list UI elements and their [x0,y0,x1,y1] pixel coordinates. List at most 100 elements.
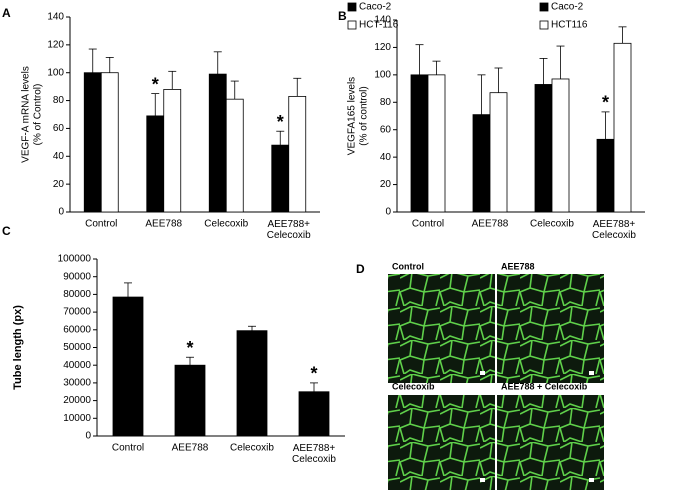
y-tick-label: 20 [53,179,65,190]
y-axis-label: VEGFA165 levels [347,77,358,155]
legend-label: Caco-2 [551,2,584,13]
error-bar [293,77,302,97]
y-tick-label: 40 [53,151,65,162]
micrograph [388,395,495,490]
error-bar [124,282,132,298]
x-tick-label: AEE788 [145,219,182,230]
significance-star: * [186,338,193,358]
bar [298,391,330,437]
bar [613,42,632,213]
error-bar [494,67,503,93]
x-tick-label: Celecoxib [530,219,574,230]
bar [83,72,102,213]
y-tick-label: 80000 [63,289,91,300]
error-bar [105,56,114,73]
x-tick-label: Celecoxib [230,443,274,454]
bar [208,73,227,213]
image-label: AEE788 + Celecoxib [501,381,588,391]
bar [225,98,244,213]
error-bar [230,80,239,100]
image-label: Control [392,261,424,271]
y-tick-label: 140 [47,12,64,23]
x-tick-label: AEE788+ Celecoxib [292,443,336,465]
x-tick-label: Control [85,219,117,230]
bar [489,92,508,213]
bar [163,89,182,213]
y-tick-label: 80 [380,97,392,108]
significance-star: * [310,364,317,384]
bar [100,72,119,213]
bar [174,364,206,437]
scale-bar [480,478,485,482]
error-bar [310,382,318,392]
legend-swatch [347,2,357,12]
legend-swatch [539,2,549,12]
y-tick-label: 0 [85,431,91,442]
y-tick-label: 100 [374,69,391,80]
y-tick-label: 20 [380,179,392,190]
bar [596,138,615,213]
legend-label: Caco-2 [359,2,392,13]
bar [472,114,491,213]
y-tick-label: 120 [47,39,64,50]
bar [146,115,165,213]
scale-bar [589,371,594,375]
y-tick-label: 10000 [63,413,91,424]
bar [427,74,446,213]
y-axis-label: Tube length (px) [12,305,24,390]
y-tick-label: 50000 [63,342,91,353]
panel-label: D [356,262,365,276]
y-tick-label: 120 [374,42,391,53]
y-tick-label: 40 [380,152,392,163]
error-bar [556,45,565,79]
y-axis-label: VEGF-A mRNA levels [21,66,32,163]
legend-swatch [347,20,357,30]
error-bar [415,44,424,75]
y-tick-label: 30000 [63,378,91,389]
panel-label: C [2,224,11,238]
error-bar [601,111,610,140]
y-tick-label: 60 [380,124,392,135]
significance-star: * [152,74,159,94]
y-tick-label: 80 [53,95,65,106]
error-bar [88,48,97,73]
panel-label: B [338,9,347,23]
significance-star: * [277,112,284,132]
x-tick-label: Control [412,219,444,230]
significance-star: * [602,93,609,113]
error-bar [618,26,627,44]
bar [551,78,570,213]
bar [271,144,290,213]
y-tick-label: 60000 [63,324,91,335]
x-tick-label: AEE788+ Celecoxib [592,219,636,241]
bar [410,74,429,213]
y-tick-label: 60 [53,123,65,134]
x-tick-label: AEE788 [172,443,209,454]
y-axis-label: (% of Control) [33,84,44,146]
y-tick-label: 100000 [58,254,92,265]
image-label: Celecoxib [392,381,435,391]
bar [288,95,307,213]
y-tick-label: 0 [385,207,391,218]
x-tick-label: Celecoxib [204,219,248,230]
legend-swatch [539,20,549,30]
error-bar [186,356,194,366]
y-tick-label: 20000 [63,395,91,406]
error-bar [213,51,222,75]
micrograph [497,395,604,490]
y-tick-label: 0 [58,207,64,218]
x-tick-label: AEE788 [472,219,509,230]
y-tick-label: 140 [374,15,391,26]
error-bar [276,130,285,146]
error-bar [168,70,177,90]
error-bar [432,60,441,75]
x-tick-label: AEE788+ Celecoxib [267,219,311,241]
scale-bar [589,478,594,482]
micrograph [388,274,495,383]
micrograph [497,274,604,383]
error-bar [539,58,548,85]
y-axis-label: (% of control) [359,86,370,145]
y-tick-label: 70000 [63,307,91,318]
legend-label: HCT-116 [359,20,399,31]
